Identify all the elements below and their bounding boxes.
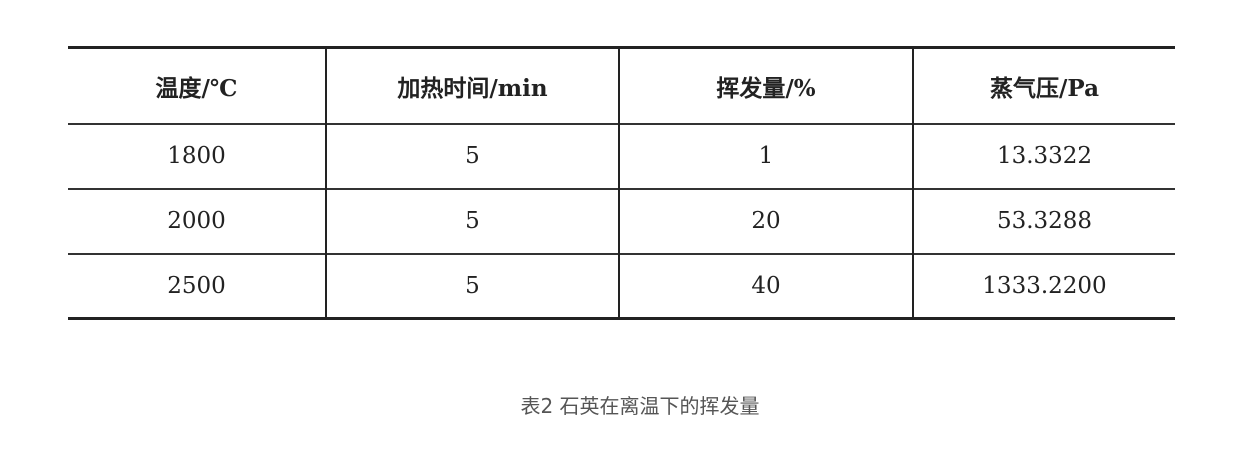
table-header-row: 温度/℃ 加热时间/min 挥发量/% 蒸气压/Pa (68, 47, 1175, 124)
header-volatilization: 挥发量/% (618, 47, 913, 124)
table-cell: 1800 (167, 143, 226, 169)
table-row: 2500 5 40 1333.2200 (68, 253, 1175, 319)
table-cell: 13.3322 (912, 123, 1175, 189)
table-cell: 5 (325, 123, 619, 189)
header-heating-time: 加热时间/min (325, 47, 619, 124)
table-row: 2000 5 20 53.3288 (68, 188, 1175, 254)
header-vapor-pressure: 蒸气压/Pa (912, 47, 1175, 124)
table-cell: 53.3288 (912, 188, 1175, 254)
data-table: 温度/℃ 加热时间/min 挥发量/% 蒸气压/Pa 1800 5 1 13.3… (68, 46, 1175, 320)
table-row: 1800 5 1 13.3322 (68, 123, 1175, 189)
header-temperature: 温度/℃ (155, 74, 238, 102)
table-cell: 5 (325, 188, 619, 254)
table-cell: 20 (618, 188, 913, 254)
table-cell: 1 (618, 123, 913, 189)
table-caption: 表2 石英在离温下的挥发量 (520, 394, 760, 418)
table-cell: 40 (618, 253, 913, 319)
table-cell: 1333.2200 (912, 253, 1175, 319)
table-cell: 2000 (167, 208, 226, 234)
table-cell: 5 (325, 253, 619, 319)
table-cell: 2500 (167, 272, 226, 299)
